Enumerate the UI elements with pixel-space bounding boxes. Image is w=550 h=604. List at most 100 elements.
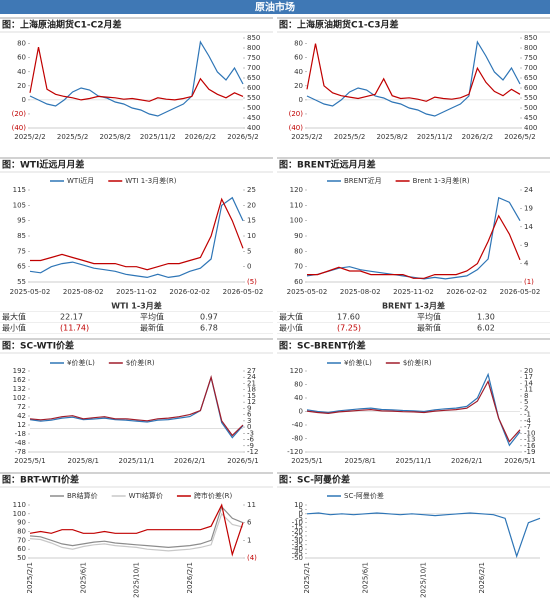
x-tick-label: 2025/8/1 [68, 457, 99, 465]
table-cell: 最大值 [279, 312, 303, 322]
y-tick-label: -5 [296, 514, 303, 522]
y-tick-label: 80 [17, 528, 26, 536]
table-cell: 平均值 [140, 312, 164, 322]
y-tick-label: (40) [12, 124, 27, 132]
y-tick-label: 75 [17, 247, 26, 255]
x-tick-label: 2025-05-02 [10, 288, 51, 296]
x-tick-label: 2026/2/2 [185, 133, 216, 141]
y2-tick-label: -6 [247, 436, 255, 444]
y2-tick-label: 850 [247, 34, 260, 42]
y2-tick-label: 20 [524, 367, 533, 375]
y2-tick-label: 650 [247, 74, 260, 82]
header-bar [0, 0, 550, 14]
y-tick-label: 100 [13, 510, 26, 518]
y-tick-label: 12 [17, 421, 26, 429]
x-tick-label: 2025/11/2 [417, 133, 453, 141]
series-line [29, 196, 244, 279]
y-tick-label: 60 [17, 54, 26, 62]
y2-tick-label: -19 [524, 448, 535, 456]
y-tick-label: 80 [294, 40, 303, 48]
y2-tick-label: 10 [247, 232, 256, 240]
panel-title: 图：SC-阿曼价差 [279, 474, 350, 486]
y2-tick-label: 4 [524, 260, 529, 268]
y-tick-label: 20 [294, 82, 303, 90]
y-tick-label: -15 [292, 523, 303, 531]
x-tick-label: 2026/2/1 [451, 457, 482, 465]
y2-tick-label: 0 [247, 423, 251, 431]
series-line [306, 512, 541, 559]
y-tick-label: (20) [289, 110, 304, 118]
y-tick-label: 0 [22, 96, 26, 104]
y-tick-label: 5 [299, 505, 303, 513]
y-tick-label: -30 [292, 536, 303, 544]
y-tick-label: (40) [289, 124, 304, 132]
y2-tick-label: 700 [247, 64, 260, 72]
x-tick-label: 2026-02-02 [446, 288, 487, 296]
x-tick-label: 2025/2/1 [26, 562, 34, 593]
x-tick-label: 2025/5/2 [334, 133, 365, 141]
x-tick-label: 2025/10/1 [420, 562, 428, 598]
x-tick-label: 2026-05-02 [500, 288, 541, 296]
legend-label: Brent 1-3月差(R) [413, 176, 470, 185]
table-cell: 最小值 [279, 323, 303, 333]
panel-title: 图：上海原油期货C1-C3月差 [279, 19, 398, 31]
x-tick-label: 2026/2/1 [174, 457, 205, 465]
x-tick-label: 2025/8/1 [345, 457, 376, 465]
legend-label: WTI近月 [67, 176, 94, 185]
y2-tick-label: 8 [524, 392, 528, 400]
x-tick-label: 2026-05-02 [223, 288, 264, 296]
y2-tick-label: 6 [247, 411, 252, 419]
y2-tick-label: 27 [247, 367, 256, 375]
series-line [306, 379, 521, 443]
y-tick-label: 60 [294, 54, 303, 62]
series-line [30, 197, 244, 271]
series-line [306, 43, 521, 102]
y2-tick-label: -3 [247, 429, 254, 437]
y2-tick-label: 450 [247, 114, 260, 122]
x-tick-label: 2026/2/1 [478, 562, 486, 593]
table-cell: 1.30 [477, 313, 495, 322]
series-line [306, 40, 521, 117]
x-tick-label: 2025/5/1 [291, 457, 322, 465]
table-cell: 最小值 [2, 323, 26, 333]
panel-title: 图：SC-BRENT价差 [279, 340, 366, 352]
y2-tick-label: 500 [247, 104, 260, 112]
y2-tick-label: 850 [524, 34, 537, 42]
y2-tick-label: -10 [524, 429, 535, 437]
table-cell: 最新值 [417, 323, 441, 333]
x-tick-label: 2025-05-02 [287, 288, 328, 296]
x-tick-label: 2026/2/1 [186, 562, 194, 593]
y2-tick-label: 17 [524, 373, 533, 381]
y2-tick-label: (4) [247, 554, 257, 562]
y2-tick-label: 550 [247, 94, 260, 102]
x-tick-label: 2025/2/2 [291, 133, 322, 141]
y-tick-label: -25 [292, 532, 303, 540]
series-line [29, 505, 244, 549]
y-tick-label: 120 [290, 186, 303, 194]
x-tick-label: 2026/5/1 [227, 457, 258, 465]
y-tick-label: 0 [299, 510, 303, 518]
y2-tick-label: 9 [524, 241, 528, 249]
table-cell: 0.97 [200, 313, 218, 322]
x-tick-label: 2026-02-02 [169, 288, 210, 296]
y2-tick-label: -9 [247, 442, 254, 450]
y2-tick-label: 21 [247, 379, 256, 387]
y2-tick-label: 15 [247, 217, 256, 225]
y-tick-label: 192 [13, 367, 26, 375]
table-title: WTI 1-3月差 [111, 301, 162, 311]
table-cell: 17.60 [337, 313, 360, 322]
y2-tick-label: 14 [524, 223, 533, 231]
y-tick-label: 40 [294, 394, 303, 402]
y2-tick-label: (5) [247, 278, 257, 286]
y2-tick-label: 20 [247, 201, 256, 209]
table-cell: (11.74) [60, 324, 89, 333]
legend-label: WTI结算价 [129, 491, 163, 500]
y-tick-label: 95 [17, 217, 26, 225]
y2-tick-label: 700 [524, 64, 537, 72]
y-tick-label: 90 [294, 232, 303, 240]
y2-tick-label: 1 [247, 536, 251, 544]
x-tick-label: 2026/5/2 [227, 133, 258, 141]
y2-tick-label: 11 [247, 501, 256, 509]
x-tick-label: 2025/6/1 [79, 562, 87, 593]
y-tick-label: 0 [299, 96, 303, 104]
